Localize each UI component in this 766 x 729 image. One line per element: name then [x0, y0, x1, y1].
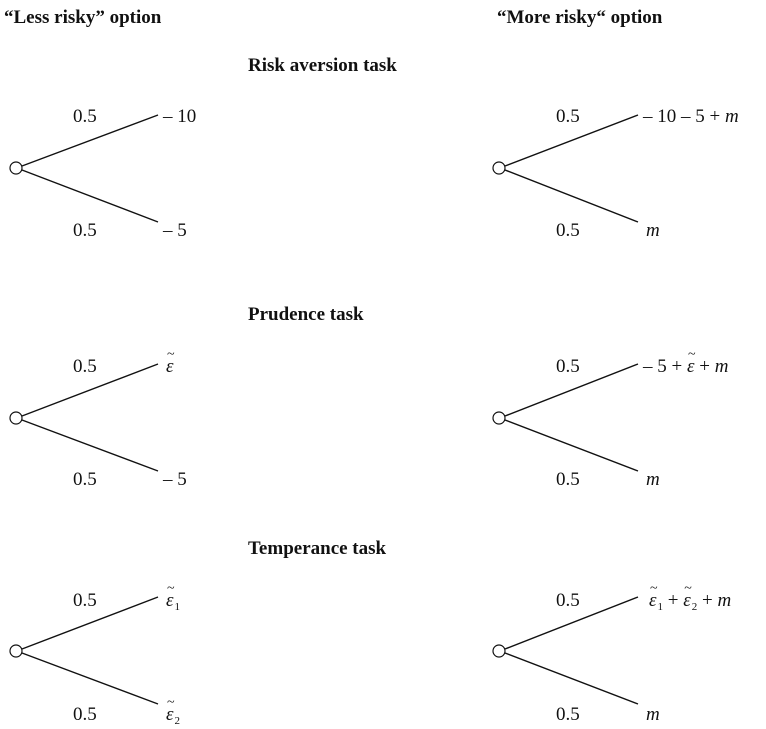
outcome-label: ~ ε	[166, 348, 175, 377]
tree-branch-down	[21, 652, 159, 705]
outcome-variable: m	[714, 356, 729, 377]
outcome-label: – 10	[163, 106, 197, 127]
tilde-mark: ~	[167, 347, 175, 362]
outcome-label: m	[646, 705, 660, 724]
tilde-mark: ~	[684, 581, 692, 596]
tree-node	[9, 161, 23, 175]
epsilon-letter: ε	[683, 590, 691, 611]
outcome-label: – 5 + ~ ε + m	[643, 348, 729, 377]
outcome-text: – 10 – 5 +	[643, 106, 725, 127]
outcome-label: ~ ε2	[166, 696, 181, 727]
tilde-mark: ~	[687, 347, 696, 362]
tree-branch-up	[21, 363, 159, 417]
probability-label: 0.5	[73, 590, 97, 611]
epsilon-symbol: ~ ε2	[166, 696, 181, 727]
outcome-label: m	[646, 470, 660, 489]
epsilon-letter: ε	[649, 590, 657, 611]
probability-label: 0.5	[73, 704, 97, 725]
tilde-mark: ~	[167, 695, 175, 710]
tree-branch-up	[21, 114, 159, 167]
tree-branch-down	[21, 419, 159, 472]
more-risky-header: “More risky“ option	[497, 7, 663, 28]
epsilon-symbol: ~ ε	[686, 348, 696, 377]
outcome-text: +	[694, 356, 715, 377]
less-risky-header: “Less risky” option	[4, 7, 162, 28]
tree-branch-up	[504, 363, 639, 417]
epsilon-letter: ε	[166, 590, 174, 611]
tree-node	[9, 411, 23, 425]
probability-label: 0.5	[73, 220, 97, 241]
task-title-prudence: Prudence task	[248, 304, 364, 325]
epsilon-symbol: ~ ε2	[683, 582, 698, 613]
outcome-variable: m	[646, 220, 660, 241]
probability-label: 0.5	[556, 220, 580, 241]
task-title-temperance: Temperance task	[248, 538, 387, 559]
outcome-label: – 5	[163, 469, 187, 490]
epsilon-symbol: ~ ε1	[649, 582, 664, 613]
tilde-mark: ~	[650, 581, 658, 596]
probability-label: 0.5	[556, 356, 580, 377]
probability-label: 0.5	[556, 590, 580, 611]
probability-label: 0.5	[556, 106, 580, 127]
tree-node	[492, 411, 506, 425]
tree-node	[9, 644, 23, 658]
outcome-text: +	[697, 590, 718, 611]
subscript: 1	[174, 601, 181, 613]
epsilon-letter: ε	[166, 704, 174, 725]
probability-label: 0.5	[556, 704, 580, 725]
tree-node	[492, 644, 506, 658]
probability-label: 0.5	[73, 469, 97, 490]
subscript: 2	[174, 715, 181, 727]
outcome-text: +	[663, 590, 684, 611]
outcome-text: – 5 +	[643, 356, 687, 377]
probability-label: 0.5	[73, 106, 97, 127]
tree-branch-up	[504, 114, 639, 167]
outcome-variable: m	[724, 106, 739, 127]
probability-label: 0.5	[73, 356, 97, 377]
tree-branch-up	[21, 596, 159, 650]
tree-branch-down	[504, 419, 639, 472]
outcome-variable: m	[717, 590, 732, 611]
subscript: 1	[657, 601, 664, 613]
epsilon-letter: ε	[686, 356, 695, 377]
task-title-risk-aversion: Risk aversion task	[248, 55, 397, 76]
epsilon-letter: ε	[166, 356, 174, 377]
tree-branch-down	[21, 169, 159, 223]
tilde-mark: ~	[167, 581, 175, 596]
tree-branch-down	[504, 169, 639, 223]
tree-node	[492, 161, 506, 175]
outcome-label: ~ ε1 + ~ ε2 + m	[649, 582, 732, 613]
outcome-variable: m	[646, 704, 660, 725]
outcome-label: m	[646, 221, 660, 240]
outcome-label: – 10 – 5 + m	[643, 107, 739, 126]
probability-label: 0.5	[556, 469, 580, 490]
subscript: 2	[691, 601, 698, 613]
outcome-label: ~ ε1	[166, 582, 181, 613]
outcome-variable: m	[646, 469, 660, 490]
tree-branch-up	[504, 596, 639, 650]
tree-branch-down	[504, 652, 639, 705]
epsilon-symbol: ~ ε	[166, 348, 175, 377]
outcome-label: – 5	[163, 220, 187, 241]
epsilon-symbol: ~ ε1	[166, 582, 181, 613]
